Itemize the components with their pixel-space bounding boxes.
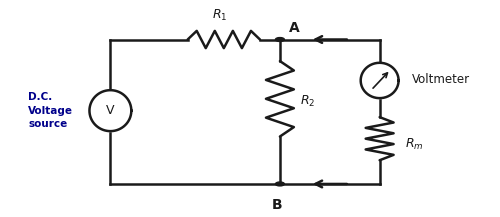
Text: B: B (272, 198, 282, 212)
Text: A: A (289, 21, 300, 35)
Circle shape (276, 38, 284, 41)
Text: D.C.
Voltage
source: D.C. Voltage source (28, 92, 73, 129)
Text: Voltmeter: Voltmeter (412, 73, 470, 86)
Text: $R_2$: $R_2$ (300, 93, 315, 108)
Text: $R_m$: $R_m$ (404, 136, 423, 152)
Circle shape (276, 182, 284, 186)
Text: $R_1$: $R_1$ (212, 8, 228, 23)
Text: V: V (106, 104, 114, 117)
